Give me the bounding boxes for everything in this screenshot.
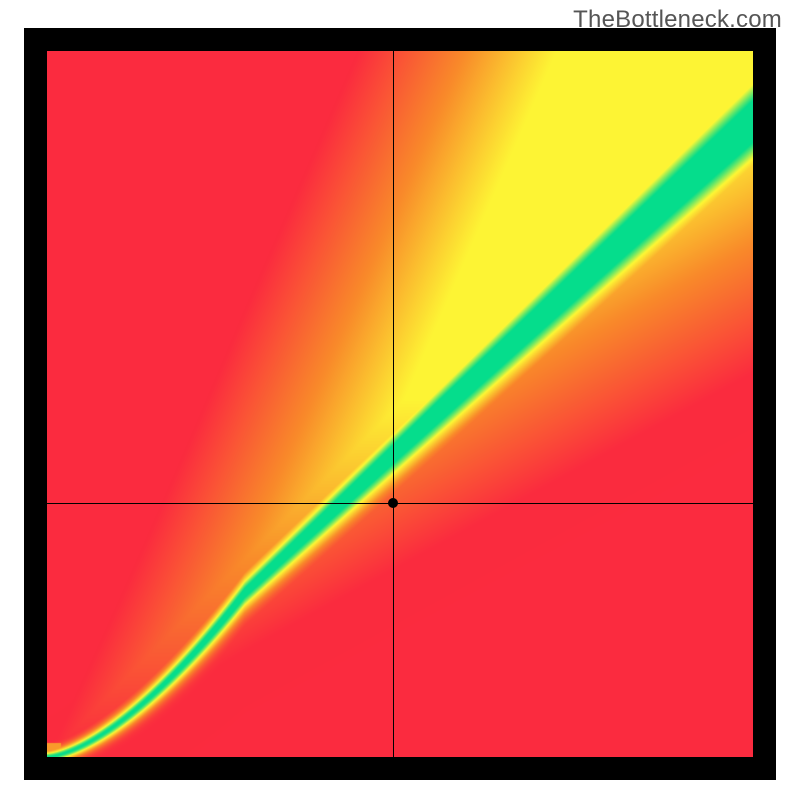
heatmap-canvas	[47, 51, 753, 757]
marker-dot	[388, 498, 398, 508]
crosshair-vertical	[393, 51, 394, 757]
crosshair-horizontal	[47, 503, 753, 504]
watermark: TheBottleneck.com	[573, 6, 782, 34]
plot-area	[47, 51, 753, 757]
